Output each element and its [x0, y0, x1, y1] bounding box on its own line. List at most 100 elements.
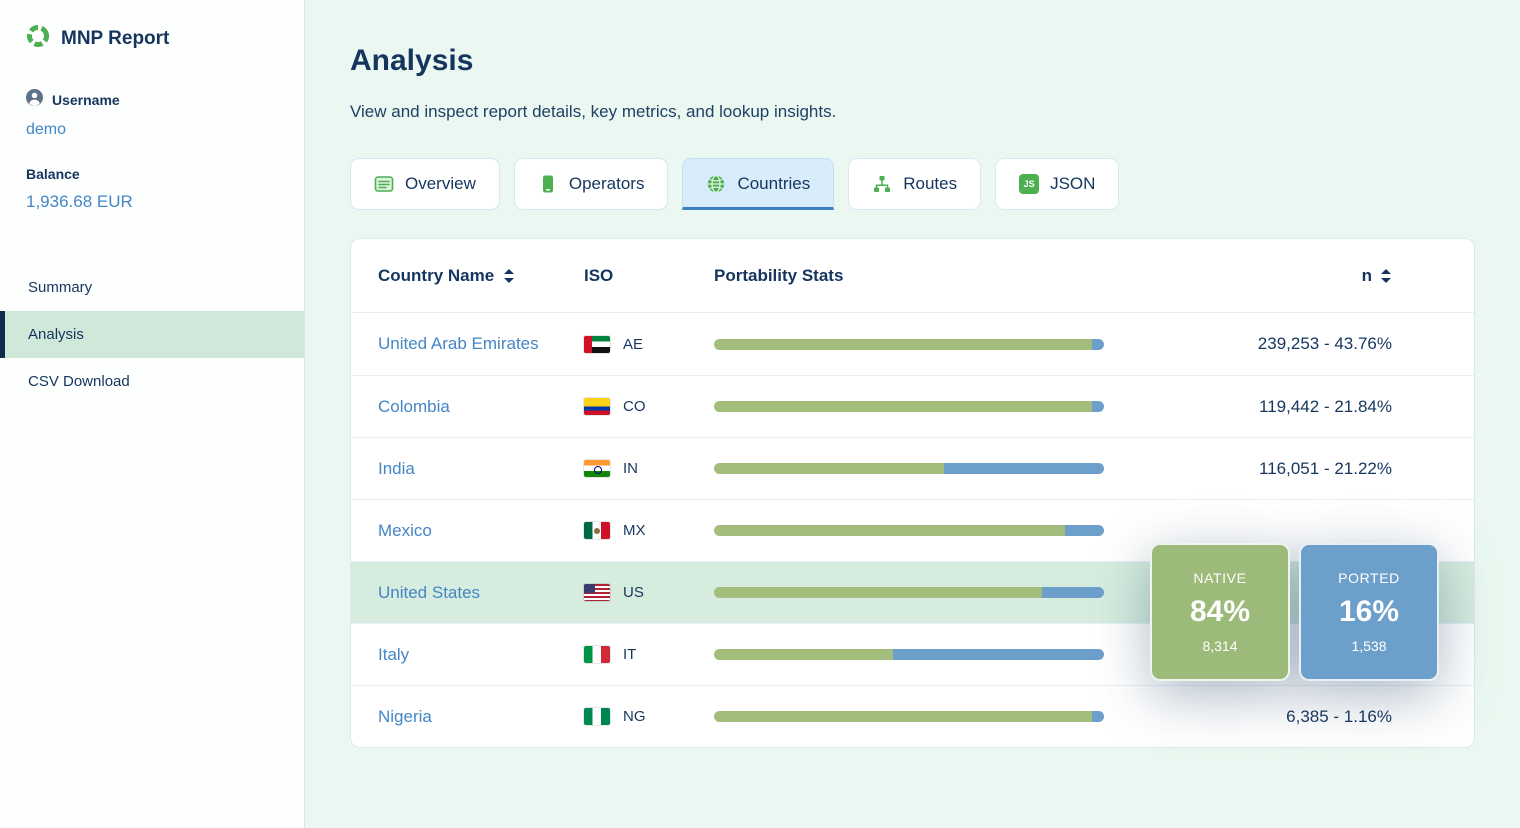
- iso-code: IN: [623, 460, 638, 477]
- table-header: Country Name ISO Portability Stats n: [351, 239, 1474, 313]
- country-link[interactable]: United States: [378, 582, 481, 602]
- tab-operators[interactable]: Operators: [513, 158, 669, 210]
- balance-label: Balance: [26, 166, 80, 182]
- iso-cell: US: [584, 584, 714, 601]
- flag-in-icon: [584, 460, 610, 477]
- n-value: 116,051 - 21.22%: [1259, 458, 1392, 478]
- report-tabs: Overview Operators Countries Routes: [350, 158, 1475, 210]
- tooltip-native-percent: 84%: [1189, 595, 1251, 628]
- iso-code: MX: [623, 522, 646, 539]
- table-row[interactable]: Mexico MX: [351, 499, 1474, 561]
- country-link[interactable]: Nigeria: [378, 706, 432, 726]
- country-link[interactable]: Colombia: [378, 396, 450, 416]
- portability-bar-cell: [714, 587, 1134, 598]
- iso-code: US: [623, 584, 644, 601]
- portability-tooltip: NATIVE 84% 8,314 PORTED 16% 1,538: [1150, 543, 1439, 681]
- bar-native-segment: [714, 463, 945, 474]
- flag-us-icon: [584, 584, 610, 601]
- flag-it-icon: [584, 646, 610, 663]
- app-logo-row: MNP Report: [0, 24, 304, 53]
- bar-native-segment: [714, 711, 1093, 722]
- user-icon: [26, 89, 43, 111]
- bar-native-segment: [714, 525, 1065, 536]
- portability-bar: [714, 525, 1104, 536]
- bar-native-segment: [714, 649, 894, 660]
- bar-ported-segment: [1092, 711, 1104, 722]
- tooltip-ported-percent: 16%: [1338, 595, 1400, 628]
- app-logo-icon: [26, 24, 50, 53]
- country-link[interactable]: Mexico: [378, 520, 432, 540]
- tab-label: JSON: [1050, 174, 1096, 193]
- sort-icon[interactable]: [1380, 268, 1392, 283]
- tooltip-native-count: 8,314: [1202, 638, 1238, 654]
- portability-bar: [714, 711, 1104, 722]
- bar-ported-segment: [1092, 401, 1104, 412]
- tab-overview[interactable]: Overview: [350, 158, 500, 210]
- iso-cell: NG: [584, 708, 714, 725]
- iso-code: CO: [623, 398, 646, 415]
- table-row[interactable]: Nigeria NG 6,385 - 1.16%: [351, 685, 1474, 747]
- iso-cell: AE: [584, 335, 714, 353]
- iso-cell: IT: [584, 646, 714, 663]
- tab-countries[interactable]: Countries: [682, 158, 835, 210]
- portability-bar-cell: [714, 711, 1134, 722]
- column-header-stats: Portability Stats: [714, 266, 1134, 286]
- tooltip-native-card: NATIVE 84% 8,314: [1150, 543, 1290, 681]
- column-header-country: Country Name: [351, 266, 584, 286]
- bar-native-segment: [714, 587, 1042, 598]
- table-row[interactable]: Italy IT: [351, 623, 1474, 685]
- list-icon: [374, 174, 394, 194]
- flag-ng-icon: [584, 708, 610, 725]
- tab-label: Routes: [903, 174, 958, 193]
- sidebar-item-analysis[interactable]: Analysis: [0, 311, 304, 358]
- bar-native-segment: [714, 338, 1093, 350]
- column-label: n: [1361, 265, 1372, 285]
- sidebar-item-csv-download[interactable]: CSV Download: [28, 373, 130, 390]
- bar-ported-segment: [893, 649, 1104, 660]
- bar-ported-segment: [1092, 338, 1104, 350]
- country-link[interactable]: India: [378, 458, 415, 478]
- sort-icon[interactable]: [503, 268, 515, 283]
- sitemap-icon: [872, 174, 892, 194]
- table-row[interactable]: India IN 116,051 - 21.22%: [351, 437, 1474, 499]
- main-content: Analysis View and inspect report details…: [305, 0, 1520, 828]
- balance-value: 1,936.68 EUR: [26, 192, 133, 211]
- portability-bar: [714, 401, 1104, 412]
- iso-code: NG: [623, 708, 646, 725]
- portability-bar-cell: [714, 463, 1134, 474]
- flag-co-icon: [584, 398, 610, 415]
- iso-code: IT: [623, 646, 637, 663]
- table-row[interactable]: United Arab Emirates AE 239,253 - 43.76%: [351, 313, 1474, 375]
- column-label: Portability Stats: [714, 265, 844, 285]
- tab-json[interactable]: JS JSON: [995, 158, 1120, 210]
- tooltip-ported-label: PORTED: [1338, 570, 1400, 586]
- tab-label: Overview: [405, 174, 476, 193]
- portability-bar-cell: [714, 401, 1134, 412]
- tooltip-native-label: NATIVE: [1193, 570, 1247, 586]
- tab-routes[interactable]: Routes: [848, 158, 982, 210]
- sidebar-item-summary[interactable]: Summary: [28, 279, 93, 296]
- portability-bar: [714, 463, 1104, 474]
- page-title: Analysis: [350, 44, 474, 77]
- column-header-iso: ISO: [584, 266, 714, 286]
- tab-label: Countries: [737, 174, 811, 193]
- portability-bar: [714, 338, 1104, 350]
- app-title: MNP Report: [61, 27, 170, 49]
- bar-native-segment: [714, 401, 1093, 412]
- tab-label: Operators: [568, 174, 645, 193]
- iso-cell: IN: [584, 460, 714, 477]
- country-link[interactable]: Italy: [378, 644, 410, 664]
- country-link[interactable]: United Arab Emirates: [378, 334, 539, 353]
- sidebar: MNP Report Username demo Balance 1,936.6…: [0, 0, 305, 828]
- flag-mx-icon: [584, 522, 610, 539]
- sidebar-nav: Summary Analysis CSV Download: [0, 264, 304, 405]
- column-label: ISO: [584, 265, 614, 285]
- mobile-icon: [538, 174, 558, 194]
- portability-bar: [714, 649, 1104, 660]
- column-label: Country Name: [378, 265, 495, 285]
- username-row: Username: [0, 89, 304, 111]
- table-row[interactable]: Colombia CO 119,442 - 21.84%: [351, 375, 1474, 437]
- flag-ae-icon: [584, 335, 610, 353]
- iso-cell: CO: [584, 398, 714, 415]
